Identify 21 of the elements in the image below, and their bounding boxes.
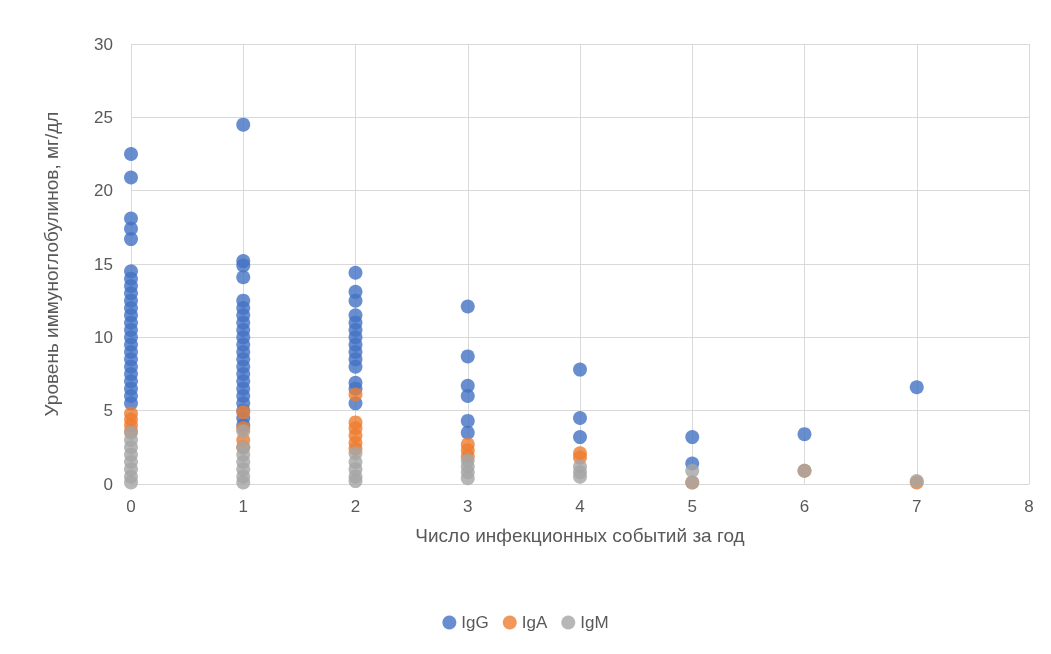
y-tick-label: 20 xyxy=(94,181,113,201)
x-tick-label: 6 xyxy=(799,497,810,516)
y-tick-label: 0 xyxy=(103,474,113,494)
y-tick-label: 5 xyxy=(103,401,113,421)
y-tick-label: 25 xyxy=(94,107,113,127)
y-tick-label: 30 xyxy=(94,34,113,54)
legend-label: IgG xyxy=(461,613,489,632)
x-axis-title: Число инфекционных событий за год xyxy=(415,525,745,546)
legend-label: IgM xyxy=(580,613,609,632)
x-tick-label: 4 xyxy=(575,497,585,516)
legend-label: IgA xyxy=(521,613,548,632)
x-tick-label: 7 xyxy=(912,497,922,516)
y-tick-label: 10 xyxy=(94,327,113,347)
x-tick-label: 1 xyxy=(238,497,248,516)
x-tick-label: 2 xyxy=(350,497,361,516)
x-tick-label: 3 xyxy=(463,497,473,516)
x-tick-label: 8 xyxy=(1024,497,1034,516)
y-tick-label: 15 xyxy=(94,254,113,274)
x-tick-label: 0 xyxy=(126,497,136,516)
x-tick-label: 5 xyxy=(687,497,697,516)
y-axis-title: Уровень иммуноглобулинов, мг/дл xyxy=(41,111,62,417)
